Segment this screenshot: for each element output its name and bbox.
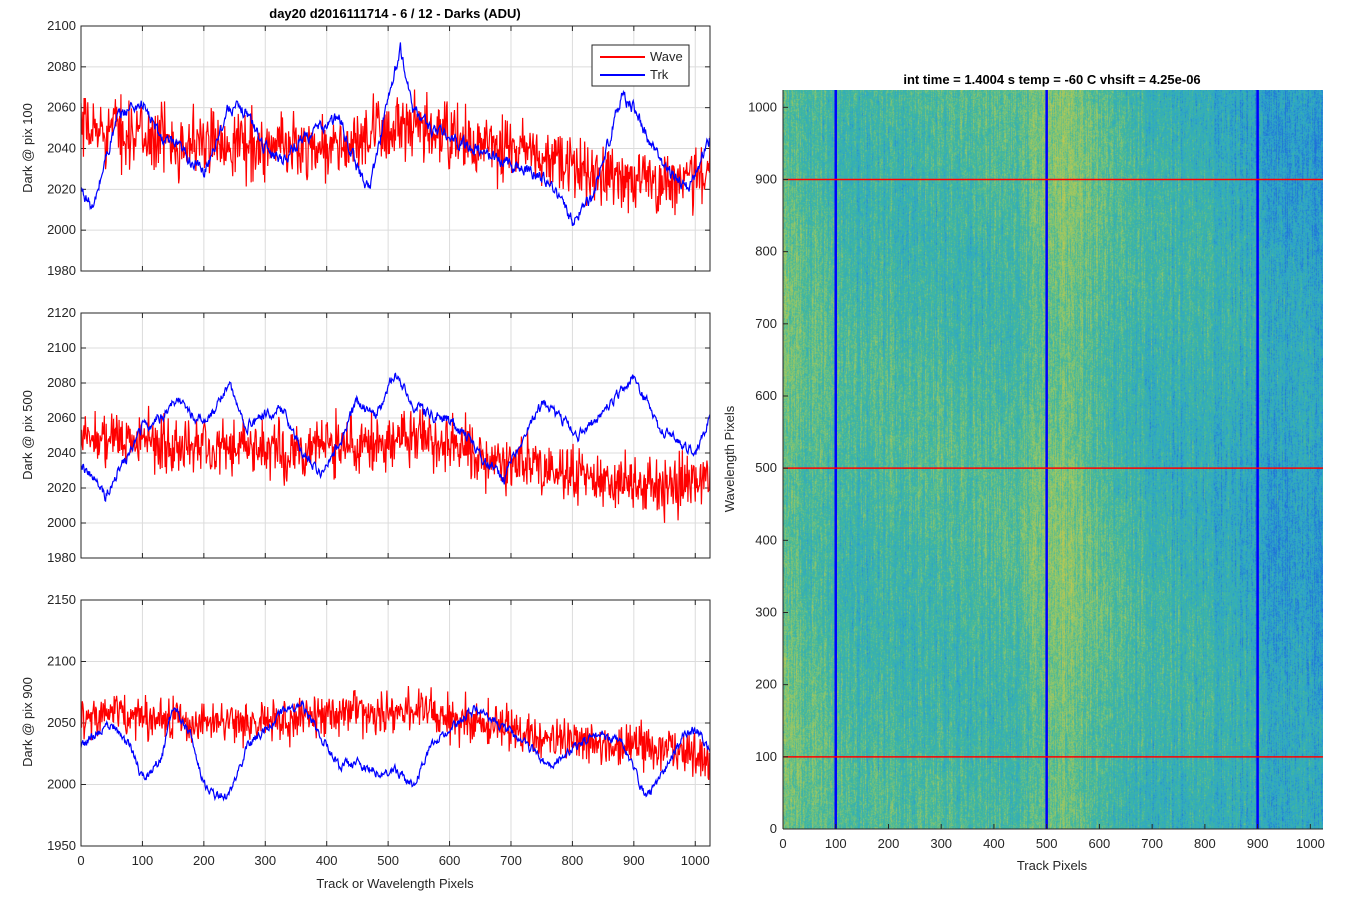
pix900-ytick-label: 2000 [47,777,76,792]
pix900-xtick-label: 500 [377,853,399,868]
pix900-ytick-label: 2150 [47,592,76,607]
heatmap-xtick-label: 600 [1089,836,1111,851]
heatmap-ytick-label: 600 [755,388,777,403]
pix500-axes-frame [80,312,711,559]
heatmap-ytick-label: 800 [755,244,777,259]
pix100-ytick-label: 2060 [47,100,76,115]
legend-box [591,44,690,87]
heatmap-image [783,90,1323,829]
heatmap-xtick-label: 300 [930,836,952,851]
heatmap-xtick-label: 200 [878,836,900,851]
axes-pix-900: 0 100 200 300 400 500 600 700 800 900 1000 1950 2000… [47,592,711,868]
ylabel-pix-900: Dark @ pix 900 [20,677,35,767]
pix900-axes-frame [80,599,711,847]
pix500-ytick-label: 2040 [47,445,76,460]
pix900-xtick-label: 600 [439,853,461,868]
pix900-ytick-label: 2050 [47,715,76,730]
heatmap-ytick-label: 200 [755,677,777,692]
pix500-ytick-label: 2000 [47,515,76,530]
pix100-ytick-label: 2020 [47,181,76,196]
pix100-ytick-label: 2080 [47,59,76,74]
heatmap-xtick-label: 800 [1194,836,1216,851]
heatmap-ytick-label: 1000 [748,99,777,114]
pix900-xtick-label: 400 [316,853,338,868]
pix900-xtick-label: 300 [254,853,276,868]
pix100-ytick-label: 2040 [47,141,76,156]
pix900-xtick-label: 900 [623,853,645,868]
pix100-axes-frame [80,25,711,272]
pix500-ytick-label: 2100 [47,340,76,355]
pix900-xtick-label: 100 [132,853,154,868]
pix900-xtick-label: 700 [500,853,522,868]
heatmap-xtick-label: 1000 [1296,836,1325,851]
heatmap-ytick-label: 500 [755,460,777,475]
legend-label-trk: Trk [650,67,669,82]
heatmap-xtick-label: 700 [1141,836,1163,851]
pix100-ytick-label: 1980 [47,263,76,278]
pix100-series-wave [81,89,710,216]
pix500-ytick-label: 2120 [47,305,76,320]
heatmap-ytick-label: 700 [755,316,777,331]
pix900-ytick-label: 1950 [47,838,76,853]
pix500-ytick-label: 2080 [47,375,76,390]
pix900-xtick-label: 200 [193,853,215,868]
heatmap-xtick-label: 900 [1247,836,1269,851]
heatmap-ytick-label: 400 [755,532,777,547]
heatmap-xtick-label: 0 [779,836,786,851]
axes-pix-500: 1980 2000 2020 2040 2060 2080 2100 2120 [47,305,711,565]
heatmap-ylabel: Wavelength Pixels [722,405,737,512]
legend-label-wave: Wave [650,49,683,64]
pix900-ytick-label: 2100 [47,654,76,669]
heatmap-title: int time = 1.4004 s temp = -60 C vhsift … [903,72,1200,87]
pix900-xtick-label: 800 [562,853,584,868]
heatmap-xtick-label: 500 [1036,836,1058,851]
pix500-ytick-label: 2020 [47,480,76,495]
heatmap-xlabel: Track Pixels [1017,858,1088,873]
lines-xlabel: Track or Wavelength Pixels [316,876,474,891]
legend: Wave Trk [591,44,690,87]
pix100-series-trk [81,42,710,226]
pix100-ytick-label: 2000 [47,222,76,237]
figure-title: day20 d2016111714 - 6 / 12 - Darks (ADU) [269,6,520,21]
pix500-ytick-label: 1980 [47,550,76,565]
pix900-series-trk [81,699,710,802]
heatmap-ytick-label: 0 [770,821,777,836]
pix500-ytick-label: 2060 [47,410,76,425]
heatmap-ytick-label: 300 [755,604,777,619]
heatmap-xtick-label: 100 [825,836,847,851]
axes-heatmap: 0 100 200 300 400 500 600 700 800 900 1000 0 100 200 3… [748,90,1325,851]
pix500-series-wave [81,405,710,523]
heatmap-ytick-label: 900 [755,171,777,186]
pix900-xtick-label: 0 [77,853,84,868]
pix900-xtick-label: 1000 [681,853,710,868]
ylabel-pix-100: Dark @ pix 100 [20,103,35,193]
heatmap-xtick-label: 400 [983,836,1005,851]
pix100-ytick-label: 2100 [47,18,76,33]
heatmap-ytick-label: 100 [755,749,777,764]
ylabel-pix-500: Dark @ pix 500 [20,390,35,480]
pix500-series-trk [81,372,710,503]
